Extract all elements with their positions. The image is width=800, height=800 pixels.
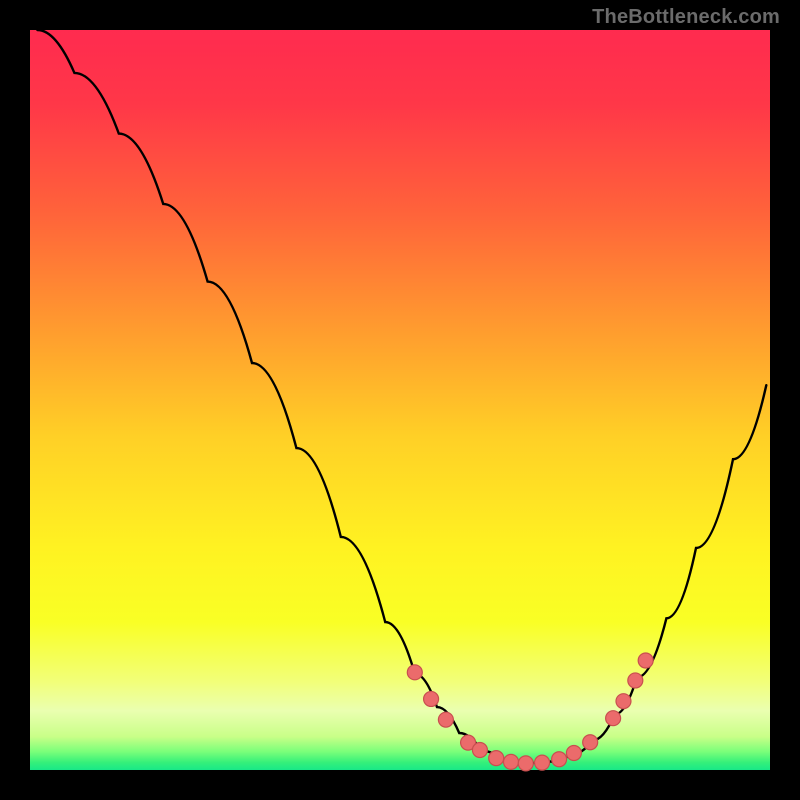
- marker-point: [472, 743, 487, 758]
- bottleneck-chart: [0, 0, 800, 800]
- marker-point: [504, 754, 519, 769]
- marker-point: [438, 712, 453, 727]
- marker-point: [638, 653, 653, 668]
- plot-background: [30, 30, 770, 770]
- watermark-text: TheBottleneck.com: [592, 6, 780, 29]
- marker-point: [518, 756, 533, 771]
- marker-point: [424, 691, 439, 706]
- marker-point: [628, 673, 643, 688]
- marker-point: [606, 711, 621, 726]
- marker-point: [552, 752, 567, 767]
- marker-point: [489, 751, 504, 766]
- marker-point: [616, 694, 631, 709]
- marker-point: [407, 665, 422, 680]
- marker-point: [583, 735, 598, 750]
- marker-point: [535, 755, 550, 770]
- marker-point: [566, 745, 581, 760]
